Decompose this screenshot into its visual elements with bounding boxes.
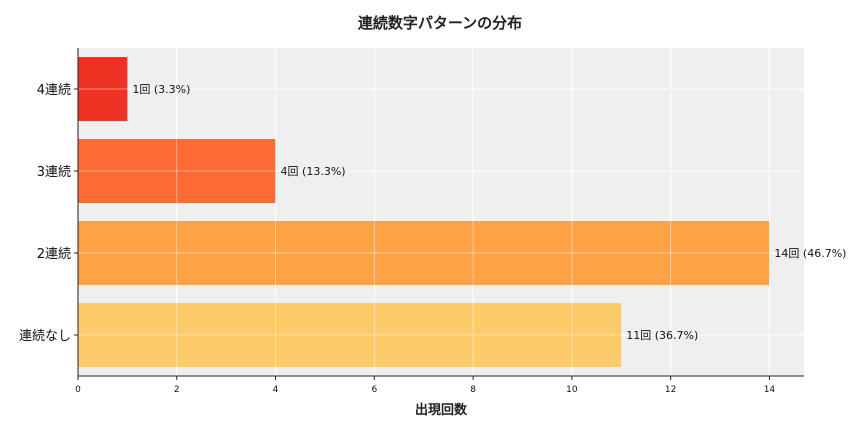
x-tick-label: 6	[371, 385, 377, 395]
x-tick-label: 8	[470, 385, 476, 395]
x-tick-label: 12	[665, 385, 676, 395]
y-tick-label: 2連続	[37, 247, 71, 262]
x-tick-labels: 0 2 4 6 8 10 12 14	[75, 376, 775, 395]
x-tick-label: 0	[75, 385, 81, 395]
x-tick-label: 14	[764, 385, 776, 395]
y-tick-label: 連続なし	[19, 329, 71, 344]
data-labels: 11回 (36.7%) 14回 (46.7%) 4回 (13.3%) 1回 (3.3%…	[132, 83, 846, 342]
y-tick-label: 3連続	[37, 165, 71, 180]
x-axis-label: 出現回数	[415, 402, 468, 418]
y-tick-label: 4連続	[37, 83, 71, 98]
y-tick-labels: 連続なし 2連続 3連続 4連続	[19, 83, 78, 344]
x-tick-label: 4	[273, 385, 279, 395]
data-label: 1回 (3.3%)	[132, 83, 190, 96]
x-tick-label: 10	[566, 385, 578, 395]
bars	[77, 48, 804, 376]
chart-title: 連続数字パターンの分布	[358, 14, 522, 32]
x-tick-label: 2	[174, 385, 180, 395]
data-label: 14回 (46.7%)	[774, 247, 846, 260]
data-label: 11回 (36.7%)	[626, 329, 698, 342]
data-label: 4回 (13.3%)	[281, 165, 346, 178]
